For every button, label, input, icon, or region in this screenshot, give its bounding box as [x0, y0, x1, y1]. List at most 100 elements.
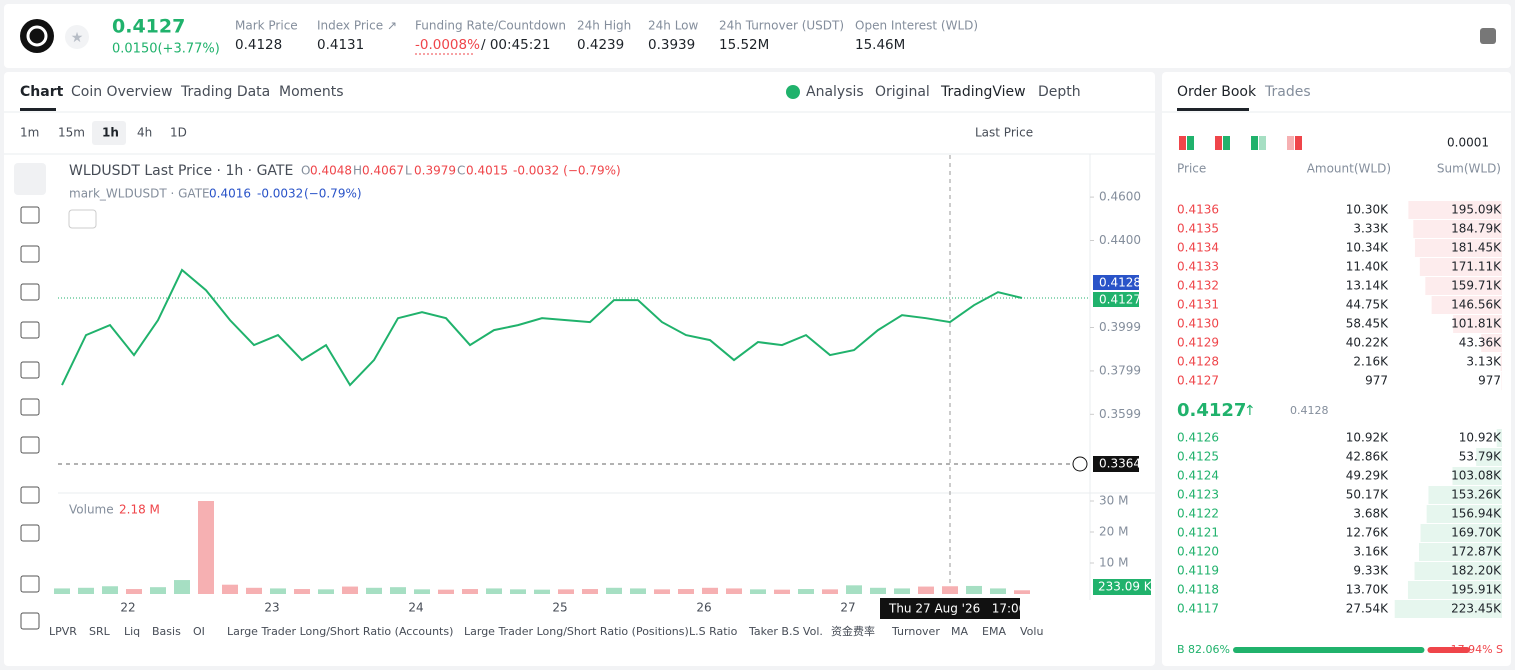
drawing-tool[interactable]: [20, 486, 40, 504]
ob-price[interactable]: 0.4126: [1177, 431, 1219, 445]
ob-price[interactable]: 0.4130: [1177, 317, 1219, 331]
ob-price[interactable]: 0.4124: [1177, 469, 1219, 483]
stat-label: 24h High: [577, 19, 631, 33]
indicator[interactable]: OI: [193, 625, 205, 638]
drawing-tool[interactable]: [20, 612, 40, 630]
view-tab[interactable]: Original: [875, 84, 930, 100]
ob-view-left[interactable]: [1287, 136, 1294, 150]
indicator[interactable]: SRL: [89, 625, 111, 638]
volume-bar: [678, 589, 694, 594]
drawing-tool[interactable]: [20, 575, 40, 593]
ob-price[interactable]: 0.4123: [1177, 488, 1219, 502]
ob-price[interactable]: 0.4119: [1177, 564, 1219, 578]
chart-tab[interactable]: Chart: [20, 84, 64, 100]
drawing-tool[interactable]: [20, 524, 40, 542]
mark-value: (−0.79%): [304, 187, 362, 201]
ob-view-left[interactable]: [1251, 136, 1258, 150]
ob-sum: 43.36K: [1459, 336, 1502, 350]
stat-value: 0.4239: [577, 37, 624, 53]
chart-tab[interactable]: Moments: [279, 84, 344, 100]
collapse-btn[interactable]: [68, 209, 97, 229]
chart-tab[interactable]: Coin Overview: [71, 84, 172, 100]
ob-tab[interactable]: Trades: [1264, 84, 1311, 100]
indicator[interactable]: EMA: [982, 625, 1006, 638]
ob-sum: 195.91K: [1451, 583, 1502, 597]
x-tick-label: 26: [696, 601, 711, 615]
ob-price[interactable]: 0.4136: [1177, 203, 1219, 217]
view-tab[interactable]: Depth: [1038, 84, 1081, 100]
settings-icon[interactable]: [1480, 28, 1496, 44]
interval[interactable]: 1m: [20, 126, 39, 140]
ob-amount: 10.92K: [1346, 431, 1389, 445]
indicator[interactable]: Volu: [1020, 625, 1043, 638]
chart-tab[interactable]: Trading Data: [180, 84, 270, 100]
ob-price[interactable]: 0.4131: [1177, 298, 1219, 312]
ob-price[interactable]: 0.4125: [1177, 450, 1219, 464]
ob-price[interactable]: 0.4121: [1177, 526, 1219, 540]
ob-precision[interactable]: 0.0001: [1447, 136, 1489, 150]
ob-amount: 2.16K: [1353, 355, 1389, 369]
ob-amount: 3.16K: [1353, 545, 1389, 559]
drawing-tool[interactable]: [20, 283, 40, 301]
ob-price[interactable]: 0.4135: [1177, 222, 1219, 236]
favorite-star[interactable]: [65, 25, 89, 49]
indicator[interactable]: LPVR: [49, 625, 77, 638]
interval[interactable]: 4h: [137, 126, 152, 140]
depth-bar: [1428, 486, 1502, 504]
depth-bar: [1394, 600, 1502, 618]
drawing-tool[interactable]: [20, 206, 40, 224]
drawing-tool[interactable]: [20, 361, 40, 379]
price-type[interactable]: Last Price: [975, 126, 1033, 140]
indicator[interactable]: MA: [951, 625, 968, 638]
analysis-icon: [786, 85, 800, 99]
drawing-tool[interactable]: [20, 398, 40, 416]
interval[interactable]: 15m: [58, 126, 85, 140]
ob-sum: 153.26K: [1451, 488, 1502, 502]
depth-bar: [1414, 239, 1502, 257]
indicator[interactable]: 资金费率: [831, 624, 875, 638]
indicator[interactable]: Liq: [124, 625, 140, 638]
coin-logo-ring: [26, 25, 48, 47]
stat-label: Index Price ↗: [317, 19, 397, 33]
drawing-tool[interactable]: [20, 321, 40, 339]
ob-column: Price: [1177, 162, 1206, 176]
volume-bar: [774, 589, 790, 594]
ob-sum: 195.09K: [1451, 203, 1502, 217]
volume-bar: [918, 586, 934, 594]
ob-price[interactable]: 0.4133: [1177, 260, 1219, 274]
ob-price[interactable]: 0.4122: [1177, 507, 1219, 521]
view-tab[interactable]: Analysis: [806, 84, 864, 100]
indicator[interactable]: Basis: [152, 625, 181, 638]
indicator[interactable]: Turnover: [891, 625, 940, 638]
drawing-tool[interactable]: [20, 436, 40, 454]
ob-price[interactable]: 0.4117: [1177, 602, 1219, 616]
volume-title: Volume: [69, 503, 114, 517]
ob-sum: 181.45K: [1451, 241, 1502, 255]
y-tick-label: 0.4400: [1099, 233, 1141, 247]
funding-countdown: / 00:45:21: [481, 37, 550, 53]
ob-price[interactable]: 0.4118: [1177, 583, 1219, 597]
price-change: 0.0150(+3.77%): [112, 42, 220, 57]
interval[interactable]: 1D: [170, 126, 187, 140]
ob-price[interactable]: 0.4132: [1177, 279, 1219, 293]
ob-price[interactable]: 0.4129: [1177, 336, 1219, 350]
ob-tab[interactable]: Order Book: [1177, 84, 1257, 100]
indicator[interactable]: L.S Ratio: [689, 625, 738, 638]
ob-view-left[interactable]: [1179, 136, 1186, 150]
ob-amount: 40.22K: [1346, 336, 1389, 350]
ob-view-left[interactable]: [1215, 136, 1222, 150]
add-alert[interactable]: [1072, 456, 1088, 472]
view-tab[interactable]: TradingView: [940, 84, 1026, 100]
x-tick-label: 27: [840, 601, 855, 615]
indicator[interactable]: Large Trader Long/Short Ratio (Accounts): [227, 625, 453, 638]
crosshair-tool[interactable]: [14, 163, 46, 195]
y-tick-label: 0.3599: [1099, 407, 1141, 421]
ob-price[interactable]: 0.4120: [1177, 545, 1219, 559]
indicator[interactable]: Taker B.S Vol.: [748, 625, 823, 638]
interval[interactable]: 1h: [102, 126, 119, 140]
ob-price[interactable]: 0.4127: [1177, 374, 1219, 388]
ob-price[interactable]: 0.4134: [1177, 241, 1219, 255]
indicator[interactable]: Large Trader Long/Short Ratio (Positions…: [464, 625, 689, 638]
ob-price[interactable]: 0.4128: [1177, 355, 1219, 369]
drawing-tool[interactable]: [20, 245, 40, 263]
